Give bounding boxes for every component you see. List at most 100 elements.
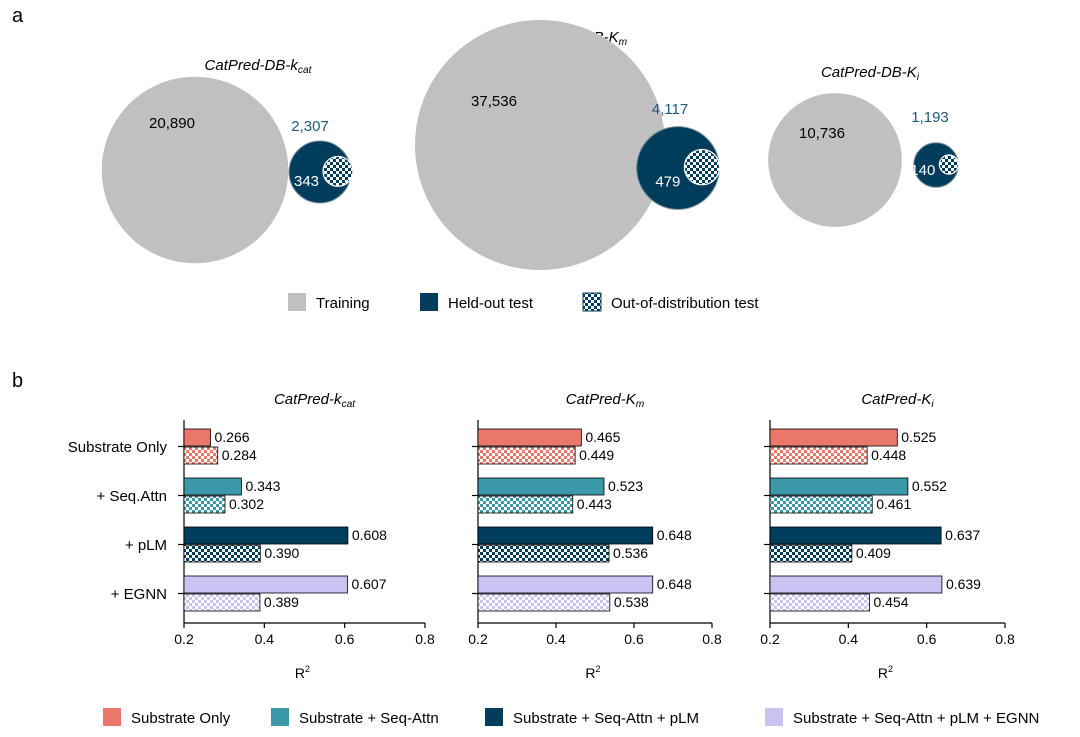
ood-count-0: 343 (294, 173, 319, 190)
bar-heldout-1-0 (477, 428, 582, 447)
value-label-ood-0-2: 0.390 (264, 545, 299, 561)
value-label-ood-1-1: 0.443 (577, 496, 612, 512)
x-tick-label-0-2: 0.6 (335, 631, 355, 647)
bar-ood-0-2 (183, 544, 261, 563)
ood-count-1: 479 (655, 174, 680, 191)
x-tick-label-2-3: 0.8 (995, 631, 1015, 647)
bar-heldout-0-2 (183, 526, 349, 545)
x-tick-label-0-3: 0.8 (415, 631, 435, 647)
legend-b-swatch-2 (485, 708, 503, 726)
category-label-2: + pLM (125, 537, 167, 554)
value-label-heldout-2-0: 0.525 (901, 429, 936, 445)
category-label-0: Substrate Only (68, 439, 168, 456)
heldout-count-2: 1,193 (911, 109, 949, 126)
x-axis-label-2: R2 (878, 664, 893, 681)
bar-ood-2-1 (769, 495, 873, 514)
category-label-3: + EGNN (111, 586, 167, 603)
x-tick-label-0-1: 0.4 (255, 631, 275, 647)
legend-a-swatch-ood (582, 292, 602, 312)
training-bubble-0 (101, 76, 289, 264)
value-label-heldout-2-1: 0.552 (912, 478, 947, 494)
training-count-1: 37,536 (471, 93, 517, 110)
panel-a-bubble-chart: CatPred-DB-kcat 20,890 2,307 343 CatPred-DB-… (101, 20, 960, 270)
legend-b-swatch-3 (765, 708, 783, 726)
x-axis-label-0: R2 (295, 664, 310, 681)
ood-bubble-1 (683, 148, 721, 186)
panel-b-legend: Substrate Only Substrate + Seq-Attn Substr… (103, 708, 1039, 727)
bar-heldout-1-3 (477, 575, 654, 594)
x-tick-label-2-0: 0.2 (760, 631, 780, 647)
value-label-heldout-1-1: 0.523 (608, 478, 643, 494)
value-label-ood-1-2: 0.536 (613, 545, 648, 561)
training-count-0: 20,890 (149, 115, 195, 132)
value-label-heldout-0-2: 0.608 (352, 527, 387, 543)
value-label-heldout-2-2: 0.637 (945, 527, 980, 543)
value-label-ood-1-0: 0.449 (579, 447, 614, 463)
heldout-count-0: 2,307 (291, 118, 329, 135)
training-bubble-1 (415, 20, 665, 270)
category-label-1: + Seq.Attn (97, 488, 167, 505)
ood-count-2: 140 (910, 162, 935, 179)
bar-ood-0-1 (183, 495, 226, 514)
bar-ood-2-2 (769, 544, 853, 563)
value-label-heldout-1-2: 0.648 (657, 527, 692, 543)
value-label-heldout-0-0: 0.266 (215, 429, 250, 445)
legend-b-label-2: Substrate + Seq-Attn + pLM (513, 710, 699, 727)
panel-a-letter: a (12, 5, 24, 27)
bar-ood-1-2 (477, 544, 610, 563)
bar-heldout-1-1 (477, 477, 605, 496)
x-tick-label-1-2: 0.6 (624, 631, 644, 647)
x-tick-label-1-1: 0.4 (546, 631, 566, 647)
bar-ood-0-0 (183, 446, 219, 465)
legend-a-label-training: Training (316, 295, 370, 312)
bar-heldout-0-1 (183, 477, 242, 496)
bar-ood-1-1 (477, 495, 574, 514)
x-tick-label-1-0: 0.2 (468, 631, 488, 647)
value-label-ood-0-0: 0.284 (222, 447, 257, 463)
bar-heldout-2-3 (769, 575, 943, 594)
ood-bubble-2 (938, 154, 960, 175)
value-label-ood-2-3: 0.454 (873, 594, 908, 610)
x-tick-label-2-2: 0.6 (917, 631, 937, 647)
legend-a-label-ood: Out-of-distribution test (611, 295, 759, 312)
training-bubble-2 (768, 93, 902, 227)
legend-b-label-0: Substrate Only (131, 710, 231, 727)
x-tick-label-2-1: 0.4 (839, 631, 859, 647)
panel-b-bar-charts: CatPred-kcat 0.2 0.4 0.6 0.8 R2 0.266 0.284 0.34… (68, 391, 1015, 681)
value-label-heldout-0-1: 0.343 (245, 478, 280, 494)
bar-panel-title-2: CatPred-Ki (861, 391, 934, 410)
bar-heldout-1-2 (477, 526, 654, 545)
dataset-title-2: CatPred-DB-Ki (821, 64, 920, 83)
ood-bubble-0 (322, 155, 354, 187)
value-label-heldout-1-3: 0.648 (657, 576, 692, 592)
legend-b-label-3: Substrate + Seq-Attn + pLM + EGNN (793, 710, 1039, 727)
x-tick-label-0-0: 0.2 (174, 631, 194, 647)
value-label-ood-0-1: 0.302 (229, 496, 264, 512)
legend-a-swatch-training (288, 293, 306, 311)
x-axis-label-1: R2 (585, 664, 600, 681)
value-label-heldout-0-3: 0.607 (351, 576, 386, 592)
bar-heldout-2-0 (769, 428, 898, 447)
value-label-ood-1-3: 0.538 (614, 594, 649, 610)
bar-ood-2-3 (769, 593, 870, 612)
value-label-heldout-2-3: 0.639 (946, 576, 981, 592)
legend-b-swatch-1 (271, 708, 289, 726)
legend-a-swatch-heldout (420, 293, 438, 311)
legend-a-label-heldout: Held-out test (448, 295, 534, 312)
bar-heldout-0-3 (183, 575, 348, 594)
training-count-2: 10,736 (799, 125, 845, 142)
bar-ood-0-3 (183, 593, 261, 612)
bar-ood-1-3 (477, 593, 611, 612)
legend-b-swatch-0 (103, 708, 121, 726)
value-label-ood-0-3: 0.389 (264, 594, 299, 610)
value-label-ood-2-1: 0.461 (876, 496, 911, 512)
value-label-heldout-1-0: 0.465 (585, 429, 620, 445)
bar-panel-title-1: CatPred-Km (566, 391, 645, 410)
heldout-count-1: 4,117 (652, 101, 688, 118)
panel-b-letter: b (12, 370, 23, 392)
value-label-ood-2-0: 0.448 (871, 447, 906, 463)
bar-heldout-2-2 (769, 526, 942, 545)
panel-a-legend: Training Held-out test Out-of-distribution… (288, 292, 759, 312)
legend-b-label-1: Substrate + Seq-Attn (299, 710, 439, 727)
